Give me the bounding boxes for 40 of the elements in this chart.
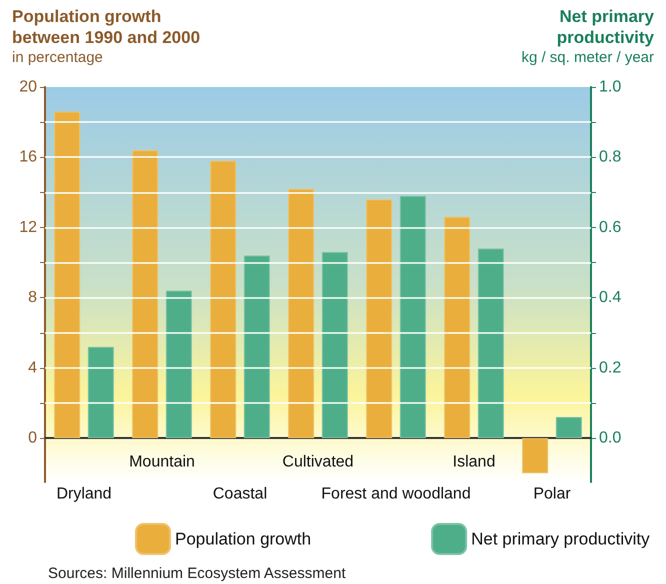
- y2-tick-label: 0.4: [599, 289, 622, 306]
- y-tick-label: 0: [28, 430, 38, 447]
- y-axis-title: Population growth between 1990 and 2000: [12, 7, 200, 47]
- x-tick-label: Mountain: [129, 454, 195, 470]
- x-tick-label: Cultivated: [282, 454, 354, 470]
- y-tick-label: 12: [19, 218, 38, 236]
- x-tick-label: Dryland: [56, 486, 112, 502]
- x-tick-label: Island: [452, 454, 496, 470]
- text: in percentage: [12, 49, 103, 66]
- source-note: Sources: Millennium Ecosystem Assessment: [48, 565, 346, 582]
- bar: [366, 199, 392, 438]
- bar: [244, 256, 270, 438]
- bar: [556, 417, 582, 438]
- y-tick-label: 4: [28, 359, 38, 376]
- bar: [288, 188, 314, 438]
- text: 0.0: [599, 430, 622, 447]
- y-tick-label: 8: [28, 289, 38, 306]
- x-tick-label: Coastal: [212, 486, 268, 502]
- legend-label: Net primary productivity: [471, 530, 650, 548]
- y-tick-label: 16: [19, 148, 38, 166]
- y2-tick-label: 0.2: [599, 359, 622, 376]
- y2-tick-label: 0.8: [599, 148, 622, 166]
- bar: [132, 150, 158, 438]
- bar: [88, 346, 114, 438]
- bar: [166, 290, 192, 438]
- bar: [478, 248, 504, 438]
- bar: [322, 252, 348, 438]
- y2-tick-label: 0.6: [599, 218, 622, 236]
- bar: [444, 216, 470, 438]
- y-tick-label: 20: [19, 78, 38, 96]
- legend-label: Population growth: [175, 530, 312, 548]
- text: kg / sq. meter / year: [521, 49, 654, 66]
- x-tick-label: Forest and woodland: [321, 486, 471, 502]
- bar: [210, 160, 236, 438]
- bar: [400, 196, 426, 438]
- y2-tick-label: 1.0: [599, 78, 622, 96]
- y2-axis-title: Net primary productivity: [556, 7, 655, 47]
- bar: [522, 438, 548, 474]
- bar: [54, 112, 80, 438]
- x-tick-label: Polar: [533, 486, 572, 502]
